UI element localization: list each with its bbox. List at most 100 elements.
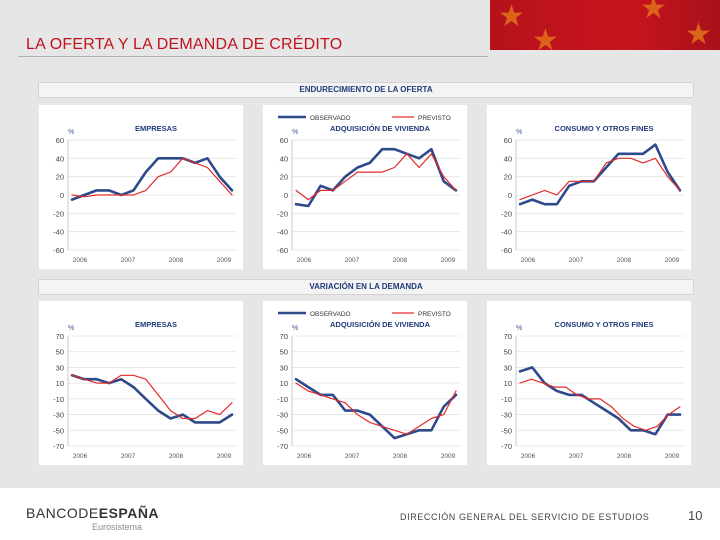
y-tick-label: -20 xyxy=(501,209,512,218)
logo-subtitle: Eurosistema xyxy=(92,522,143,532)
x-tick-label: 2006 xyxy=(73,453,88,460)
legend-observed-label: OBSERVADO xyxy=(310,311,351,318)
x-tick-label: 2007 xyxy=(121,257,136,264)
x-tick-label: 2006 xyxy=(297,257,312,264)
x-tick-label: 2008 xyxy=(169,257,184,264)
y-tick-label: 0 xyxy=(284,191,288,200)
chart-svg: 60 40 20 0 -20 -40 -60% CONSUMO Y OTROS FINES 20… xyxy=(486,104,692,270)
y-tick-label: -60 xyxy=(277,246,288,255)
x-tick-label: 2007 xyxy=(345,453,360,460)
y-tick-label: -10 xyxy=(277,395,288,404)
y-tick-label: 10 xyxy=(56,379,64,388)
y-tick-label: -40 xyxy=(277,228,288,237)
y-tick-label: -60 xyxy=(501,246,512,255)
chart-supply-consumo: 60 40 20 0 -20 -40 -60% CONSUMO Y OTROS FINES 20… xyxy=(486,104,692,270)
y-tick-label: -50 xyxy=(501,426,512,435)
y-tick-label: -50 xyxy=(53,426,64,435)
y-tick-label: 0 xyxy=(60,191,64,200)
chart-svg: 70 50 30 10 -10 -30 -50 -70% CONSUMO Y OTROS FIN… xyxy=(486,300,692,466)
series-line-observed xyxy=(294,147,458,208)
logo-text-bold: ESPAÑA xyxy=(98,505,160,521)
eu-flag-banner: ★ ★ ★ ★ xyxy=(490,0,720,50)
y-axis-unit-label: % xyxy=(292,129,298,136)
demand-section-title: VARIACIÓN EN LA DEMANDA xyxy=(309,282,423,291)
y-tick-label: -60 xyxy=(53,246,64,255)
y-tick-label: 20 xyxy=(56,173,64,182)
y-tick-label: -30 xyxy=(501,411,512,420)
y-tick-label: -50 xyxy=(277,426,288,435)
y-tick-label: -70 xyxy=(53,442,64,451)
x-tick-label: 2006 xyxy=(521,453,536,460)
x-tick-label: 2006 xyxy=(73,257,88,264)
x-tick-label: 2007 xyxy=(345,257,360,264)
chart-demand-empresas: 70 50 30 10 -10 -30 -50 -70% EMPRESAS 2006 2007 200… xyxy=(38,300,244,466)
chart-background xyxy=(38,104,244,270)
y-tick-label: 30 xyxy=(280,363,288,372)
star-icon: ★ xyxy=(685,18,712,50)
y-tick-label: 60 xyxy=(280,136,288,145)
series-line-forecast xyxy=(295,382,457,435)
y-tick-label: 40 xyxy=(504,154,512,163)
series-line-forecast xyxy=(295,153,457,201)
logo-text-light: BANCODE xyxy=(26,505,99,521)
chart-background xyxy=(486,104,692,270)
y-tick-label: -10 xyxy=(501,395,512,404)
x-tick-label: 2009 xyxy=(441,257,456,264)
y-tick-label: 50 xyxy=(504,348,512,357)
star-icon: ★ xyxy=(532,24,559,51)
y-tick-label: -30 xyxy=(277,411,288,420)
y-axis-unit-label: % xyxy=(516,325,522,332)
y-tick-label: -20 xyxy=(53,209,64,218)
legend-forecast-label: PREVISTO xyxy=(418,115,451,122)
x-tick-label: 2008 xyxy=(393,257,408,264)
series-line-observed xyxy=(70,156,234,201)
banco-de-espana-logo: BANCODEESPAÑA xyxy=(26,505,159,521)
page-title: LA OFERTA Y LA DEMANDA DE CRÉDITO xyxy=(26,36,343,53)
y-tick-label: 50 xyxy=(56,348,64,357)
chart-title: ADQUISICIÓN DE VIVIENDA xyxy=(330,320,431,329)
y-tick-label: 70 xyxy=(280,332,288,341)
star-icon: ★ xyxy=(640,0,667,25)
chart-title: CONSUMO Y OTROS FINES xyxy=(555,124,654,133)
y-tick-label: 10 xyxy=(280,379,288,388)
y-tick-label: 40 xyxy=(280,154,288,163)
supply-section-band: ENDURECIMIENTO DE LA OFERTA xyxy=(38,82,694,98)
y-tick-label: 60 xyxy=(56,136,64,145)
y-tick-label: 40 xyxy=(56,154,64,163)
chart-title: CONSUMO Y OTROS FINES xyxy=(555,320,654,329)
y-tick-label: 20 xyxy=(504,173,512,182)
y-tick-label: -20 xyxy=(277,209,288,218)
chart-demand-consumo: 70 50 30 10 -10 -30 -50 -70% CONSUMO Y OTROS FIN… xyxy=(486,300,692,466)
page-number: 10 xyxy=(688,508,703,523)
series-line-observed xyxy=(294,377,458,440)
chart-title: EMPRESAS xyxy=(135,320,177,329)
chart-svg: 70 50 30 10 -10 -30 -50 -70% ADQUISICIÓN DE VIVI… xyxy=(262,300,468,466)
series-line-observed xyxy=(518,143,682,206)
chart-supply-vivienda: 60 40 20 0 -20 -40 -60% ADQUISICIÓN DE VIVIENDA… xyxy=(262,104,468,270)
y-axis-unit-label: % xyxy=(68,325,74,332)
chart-svg: 60 40 20 0 -20 -40 -60% ADQUISICIÓN DE VIVIENDA… xyxy=(262,104,468,270)
y-tick-label: -40 xyxy=(501,228,512,237)
y-tick-label: -70 xyxy=(277,442,288,451)
chart-title: ADQUISICIÓN DE VIVIENDA xyxy=(330,124,431,133)
y-tick-label: 10 xyxy=(504,379,512,388)
chart-svg: 60 40 20 0 -20 -40 -60% EMPRESAS 2006 2007 2008 200… xyxy=(38,104,244,270)
x-tick-label: 2009 xyxy=(665,453,680,460)
series-line-forecast xyxy=(519,378,681,431)
x-tick-label: 2007 xyxy=(569,453,584,460)
x-tick-label: 2009 xyxy=(665,257,680,264)
legend-observed-label: OBSERVADO xyxy=(310,115,351,122)
y-tick-label: 30 xyxy=(56,363,64,372)
chart-svg: 70 50 30 10 -10 -30 -50 -70% EMPRESAS 2006 2007 200… xyxy=(38,300,244,466)
footer xyxy=(0,488,720,540)
x-tick-label: 2007 xyxy=(121,453,136,460)
x-tick-label: 2006 xyxy=(521,257,536,264)
demand-section-band: VARIACIÓN EN LA DEMANDA xyxy=(38,279,694,295)
y-tick-label: 70 xyxy=(56,332,64,341)
y-tick-label: -70 xyxy=(501,442,512,451)
department-label: DIRECCIÓN GENERAL DEL SERVICIO DE ESTUDI… xyxy=(400,512,650,522)
y-tick-label: -40 xyxy=(53,228,64,237)
x-tick-label: 2006 xyxy=(297,453,312,460)
y-tick-label: 30 xyxy=(504,363,512,372)
y-tick-label: -30 xyxy=(53,411,64,420)
